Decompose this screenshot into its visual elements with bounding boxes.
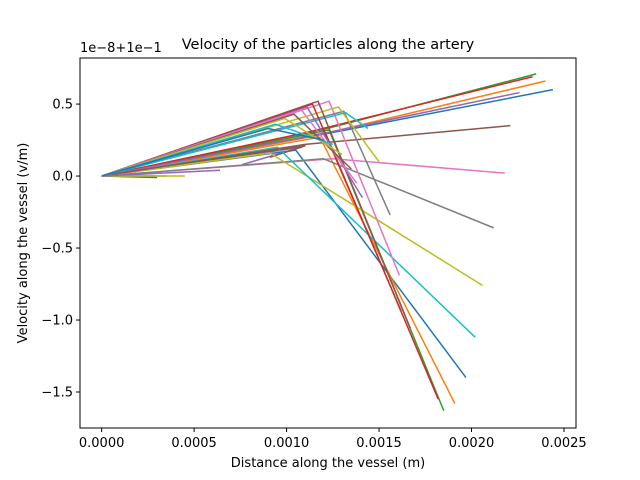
y-tick-label: −1.0	[41, 314, 73, 329]
series-line-8	[101, 158, 494, 229]
x-tick-label: 0.0005	[171, 436, 217, 451]
x-tick-label: 0.0020	[449, 436, 495, 451]
chart-title: Velocity of the particles along the arte…	[182, 37, 475, 53]
y-tick-label: 0.5	[52, 98, 73, 113]
y-offset-text: 1e−8+1e−1	[80, 41, 162, 56]
series-line-9	[101, 152, 484, 287]
x-tick-label: 0.0010	[264, 436, 310, 451]
y-tick-label: −1.5	[41, 386, 73, 401]
series-line-20	[101, 111, 369, 177]
y-axis-ticks: −1.5 −1.0 −0.5 0.0 0.5	[41, 98, 80, 401]
x-tick-label: 0.0000	[79, 436, 125, 451]
series-line-16	[101, 124, 511, 177]
series-line-33	[101, 127, 324, 177]
y-tick-label: 0.0	[52, 170, 73, 185]
x-axis-ticks: 0.0000 0.0005 0.0010 0.0015 0.0020 0.0025	[79, 428, 587, 451]
y-tick-label: −0.5	[41, 242, 73, 257]
y-axis-label: Velocity along the vessel (v/m)	[16, 143, 31, 344]
x-axis-label: Distance along the vessel (m)	[231, 456, 425, 471]
series-line-14	[101, 75, 533, 177]
x-tick-label: 0.0015	[356, 436, 402, 451]
series-line-25	[101, 169, 221, 177]
plot-frame	[79, 57, 577, 429]
series-line-31	[101, 117, 343, 177]
x-tick-label: 0.0025	[541, 436, 587, 451]
plot-lines	[101, 73, 554, 412]
